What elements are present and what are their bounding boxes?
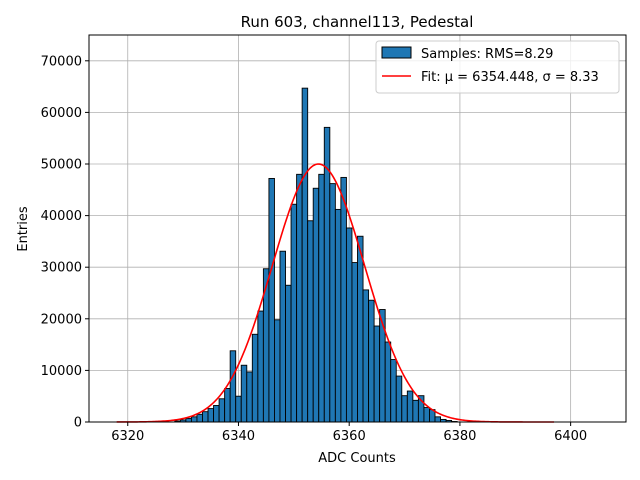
histogram-bar — [296, 173, 303, 423]
y-tick-label: 50000 — [41, 158, 82, 173]
histogram-bar — [251, 333, 259, 423]
x-tick-label: 6380 — [443, 429, 476, 444]
plot-frame — [88, 34, 627, 423]
legend-label-fit: Fit: μ = 6354.448, σ = 8.33 — [421, 70, 599, 85]
histogram-bar — [235, 395, 242, 423]
histogram-bar — [229, 350, 237, 423]
histogram-bar — [190, 416, 198, 423]
x-axis-label: ADC Counts — [318, 451, 396, 466]
histogram-bar — [334, 208, 342, 423]
x-tick-label: 6320 — [111, 429, 144, 444]
y-axis: 0 10000 20000 30000 40000 50000 60000 70000 — [41, 54, 89, 431]
histogram-bar — [362, 289, 370, 423]
histogram-bar — [307, 220, 314, 423]
histogram-bar — [423, 407, 430, 423]
legend-swatch-samples — [381, 46, 412, 59]
histogram-bar — [384, 341, 392, 423]
histogram-bar — [373, 325, 381, 423]
x-tick-label: 6360 — [333, 429, 366, 444]
histogram-bar — [240, 364, 248, 423]
histogram-bars — [174, 87, 458, 423]
histogram-bar — [340, 176, 347, 423]
histogram-bar — [329, 183, 336, 423]
histogram-bar — [213, 405, 220, 423]
histogram-bar — [395, 375, 403, 423]
histogram-bar — [274, 319, 281, 423]
y-tick-label: 60000 — [41, 106, 82, 121]
y-tick-label: 10000 — [41, 364, 82, 379]
legend: Samples: RMS=8.29 Fit: μ = 6354.448, σ =… — [375, 40, 620, 94]
histogram-bar — [368, 299, 375, 423]
y-axis-label: Entries — [16, 206, 31, 252]
histogram-bar — [406, 390, 414, 423]
histogram-bar — [196, 413, 203, 423]
legend-label-samples: Samples: RMS=8.29 — [421, 47, 553, 62]
histogram-bar — [301, 87, 309, 423]
histogram-bar — [285, 284, 292, 423]
histogram-bar — [379, 309, 386, 423]
histogram-bar — [279, 250, 286, 423]
histogram-bar — [290, 203, 298, 423]
histogram-bar — [257, 310, 264, 423]
y-tick-label: 0 — [74, 416, 82, 431]
histogram-bar — [318, 173, 325, 423]
x-tick-label: 6340 — [222, 429, 255, 444]
x-tick-label: 6400 — [554, 429, 587, 444]
histogram-bar — [357, 235, 364, 423]
histogram-bar — [312, 187, 320, 423]
chart-title: Run 603, channel113, Pedestal — [241, 13, 474, 31]
histogram-bar — [434, 416, 441, 423]
legend-box — [375, 40, 620, 94]
y-tick-label: 40000 — [41, 209, 82, 224]
y-tick-label: 70000 — [41, 54, 82, 69]
y-tick-label: 30000 — [41, 261, 82, 276]
histogram-bar — [412, 399, 419, 423]
histogram-bar — [401, 395, 408, 423]
histogram-bar — [345, 227, 353, 423]
histogram-bar — [185, 417, 192, 423]
histogram-bar — [202, 411, 209, 423]
histogram-bar — [207, 408, 215, 423]
histogram-bar — [390, 359, 397, 423]
histogram-bar — [224, 388, 231, 423]
histogram-bar — [268, 177, 275, 423]
histogram-bar — [218, 398, 226, 423]
histogram-bar — [351, 262, 358, 423]
fit-curve — [116, 163, 555, 423]
x-axis: 6320 6340 6360 6380 6400 — [111, 422, 587, 444]
y-tick-label: 20000 — [41, 312, 82, 327]
histogram-bar — [246, 371, 253, 423]
